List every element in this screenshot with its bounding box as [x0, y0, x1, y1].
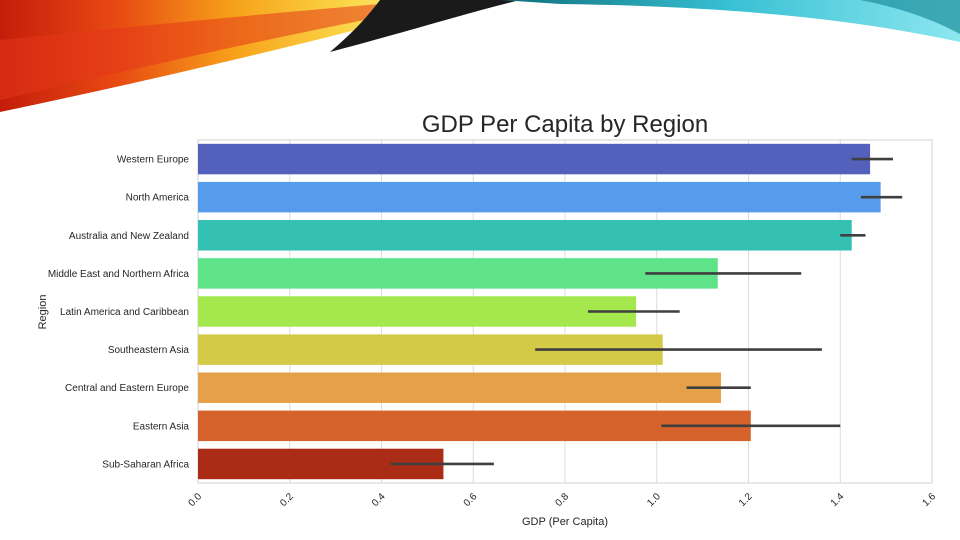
y-tick-label: Western Europe: [117, 155, 190, 166]
y-tick-label: Latin America and Caribbean: [60, 307, 189, 318]
x-tick-label: 1.4: [829, 491, 847, 509]
y-axis-label: Region: [37, 295, 49, 330]
y-tick-label: North America: [126, 193, 190, 204]
bar: [198, 296, 637, 327]
y-tick-label: Sub-Saharan Africa: [102, 459, 189, 470]
bar: [198, 258, 718, 289]
bar: [198, 181, 881, 213]
x-tick-label: 0.4: [370, 491, 388, 509]
x-tick-label: 1.6: [921, 491, 939, 509]
y-tick-label: Southeastern Asia: [108, 345, 190, 356]
bar: [198, 372, 721, 403]
y-tick-labels: Western Europe North America Australia and…: [48, 155, 190, 471]
chart-title: GDP Per Capita by Region: [421, 111, 709, 138]
error-bars: [390, 157, 903, 466]
y-tick-label: Australia and New Zealand: [69, 231, 189, 242]
bars: [198, 143, 881, 480]
slide-swoosh-decoration: [0, 0, 960, 112]
x-tick-label: 0.0: [187, 491, 205, 509]
x-tick-label: 0.8: [554, 491, 572, 509]
y-tick-label: Central and Eastern Europe: [65, 383, 189, 394]
y-tick-label: Middle East and Northern Africa: [48, 269, 190, 280]
bar: [198, 220, 852, 251]
x-axis-label: GDP (Per Capita): [522, 516, 608, 528]
bar: [198, 410, 751, 442]
x-tick-label: 1.0: [645, 491, 663, 509]
bar: [198, 143, 871, 175]
y-tick-label: Eastern Asia: [133, 421, 190, 432]
x-tick-label: 0.2: [278, 491, 296, 509]
x-tick-label: 1.2: [737, 491, 755, 509]
x-tick-label: 0.6: [462, 491, 480, 509]
x-tick-labels: 0.0 0.2 0.4 0.6 0.8 1.0 1.2 1.4 1.6: [187, 491, 939, 509]
